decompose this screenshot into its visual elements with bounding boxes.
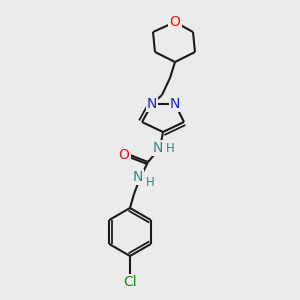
Text: Cl: Cl (123, 275, 137, 289)
Text: O: O (169, 15, 180, 29)
Text: N: N (170, 97, 180, 111)
Text: H: H (166, 142, 174, 154)
Text: N: N (147, 97, 157, 111)
Text: N: N (153, 141, 163, 155)
Text: O: O (118, 148, 129, 162)
Text: N: N (133, 170, 143, 184)
Text: H: H (146, 176, 154, 188)
